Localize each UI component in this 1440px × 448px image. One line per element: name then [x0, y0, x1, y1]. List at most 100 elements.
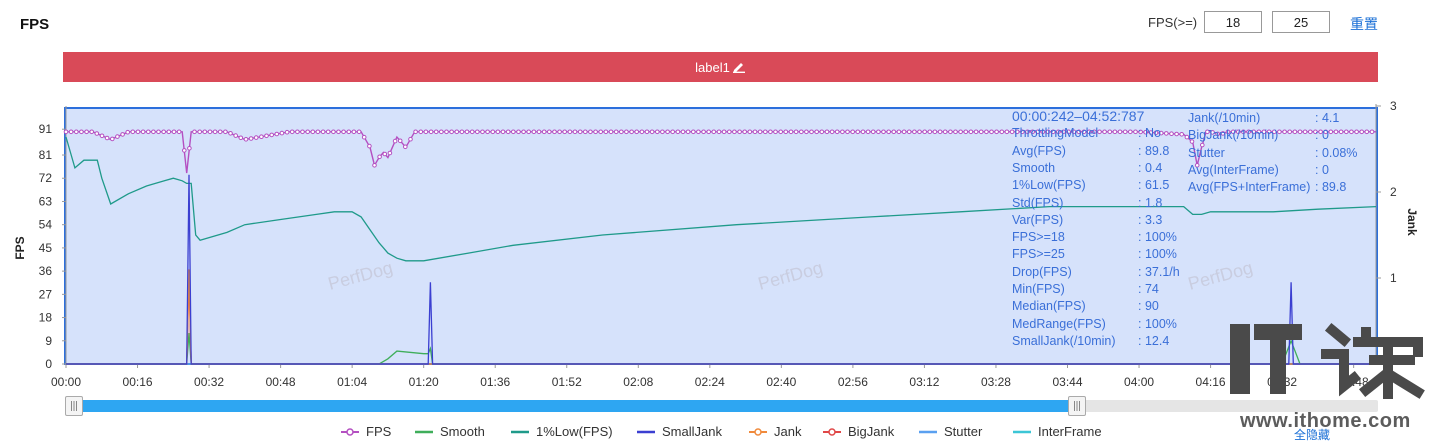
- hide-all-button[interactable]: 全隐藏: [1294, 428, 1331, 442]
- legend-label: 1%Low(FPS): [536, 424, 613, 439]
- label-bar[interactable]: label1: [63, 52, 1378, 82]
- fps-point: [392, 138, 398, 144]
- fps-point: [1313, 129, 1318, 135]
- y-tick-label: 91: [39, 122, 53, 136]
- x-tick-label: 00:32: [194, 375, 224, 389]
- y-tick-label: 36: [39, 264, 53, 278]
- fps-point: [963, 129, 969, 135]
- fps-point: [793, 129, 799, 135]
- legend-marker-icon: [919, 430, 937, 433]
- fps-point: [269, 132, 275, 138]
- fps-point: [1323, 129, 1328, 135]
- fps-point: [1117, 129, 1123, 135]
- stats-key: Min(FPS): [1012, 282, 1065, 296]
- legend-item-jank[interactable]: Jank: [748, 424, 801, 439]
- stats-value: : 100%: [1138, 316, 1177, 331]
- fps-point: [500, 129, 506, 135]
- fps-point: [115, 134, 120, 139]
- fps-point: [989, 129, 994, 135]
- fps-point: [757, 129, 763, 135]
- legend-item-smalljank[interactable]: SmallJank: [636, 424, 722, 439]
- legend-label: Stutter: [944, 424, 983, 439]
- stats-key: Var(FPS): [1012, 212, 1064, 227]
- fps-point: [778, 129, 784, 135]
- stats-key: Smooth: [1012, 160, 1056, 175]
- fps-point: [660, 129, 665, 135]
- fps-point: [701, 129, 706, 135]
- fps-point: [583, 129, 588, 135]
- fps-point: [644, 129, 650, 135]
- fps-point: [608, 129, 614, 135]
- stats-value: : 89.8: [1315, 180, 1347, 195]
- stats-row: FPS>=18: 100%: [1012, 229, 1177, 246]
- y-tick-label: 81: [39, 148, 53, 162]
- fps-threshold-low-input[interactable]: [1204, 11, 1262, 33]
- reset-button[interactable]: 重置: [1350, 16, 1378, 32]
- fps-point: [727, 129, 732, 135]
- fps-point: [289, 129, 295, 135]
- fps-point: [1272, 129, 1277, 135]
- fps-chart[interactable]: 0 9 18 27 36 45 54 63 72 81 91 1 2 3 FPS Jank 00:00 00:16…: [0, 0, 1440, 400]
- fps-point: [120, 132, 125, 137]
- legend-item-bigjank[interactable]: BigJank: [822, 424, 894, 439]
- fps-point: [598, 129, 604, 135]
- fps-point: [1128, 129, 1133, 135]
- stats-row: ThrottlingModel: No: [1012, 125, 1161, 142]
- x-tick-label: 03:28: [981, 375, 1011, 389]
- fps-point: [742, 129, 748, 135]
- stats-key: SmallJank(/10min): [1012, 333, 1116, 348]
- legend-item-smooth[interactable]: Smooth: [414, 424, 485, 439]
- fps-point: [948, 129, 953, 135]
- fps-point: [932, 129, 938, 135]
- fps-point: [351, 129, 357, 135]
- fps-point: [1256, 129, 1262, 135]
- fps-point: [865, 129, 871, 135]
- legend-item-fps[interactable]: FPS: [340, 424, 391, 439]
- slider-end-handle[interactable]: [1068, 396, 1086, 416]
- fps-point: [300, 129, 305, 135]
- legend-label: BigJank: [848, 424, 895, 439]
- pencil-icon[interactable]: [732, 59, 746, 76]
- stats-row: Median(FPS): 90: [1012, 298, 1159, 315]
- fps-point: [896, 129, 902, 135]
- fps-point: [182, 148, 187, 153]
- fps-point: [341, 129, 346, 135]
- stats-key: BigJank(/10min): [1188, 128, 1279, 143]
- time-range-slider[interactable]: [66, 400, 1378, 412]
- fps-point: [788, 129, 794, 135]
- fps-point: [454, 129, 460, 135]
- stats-key: FPS>=18: [1012, 230, 1065, 245]
- legend-item-stutter[interactable]: Stutter: [918, 424, 982, 439]
- fps-point: [1014, 129, 1020, 135]
- stats-row: BigJank(/10min): 0: [1188, 127, 1329, 144]
- fps-point: [891, 129, 897, 135]
- time-range-fill: [66, 400, 1076, 412]
- y2-axis-title: Jank: [1405, 208, 1419, 236]
- stats-row: 1%Low(FPS): 61.5: [1012, 177, 1169, 194]
- fps-point: [433, 129, 439, 135]
- fps-point: [146, 129, 151, 135]
- fps-point: [1225, 129, 1231, 135]
- fps-point: [655, 129, 660, 135]
- stats-value: : 90: [1138, 299, 1159, 314]
- fps-point: [1246, 129, 1251, 135]
- stats-key: Avg(FPS+InterFrame): [1188, 180, 1311, 195]
- stats-value: : 0: [1315, 162, 1329, 177]
- x-tick-label: 00:00: [51, 375, 81, 389]
- stats-value: : 3.3: [1138, 212, 1163, 227]
- fps-point: [459, 129, 465, 135]
- fps-point: [870, 129, 876, 135]
- fps-point: [850, 129, 856, 135]
- fps-point: [346, 129, 352, 135]
- fps-point: [675, 129, 681, 135]
- series-line-smooth: [66, 332, 1376, 365]
- legend-item-interframe[interactable]: InterFrame: [1012, 424, 1102, 439]
- fps-point: [649, 129, 655, 135]
- fps-point: [716, 129, 722, 135]
- slider-start-handle[interactable]: [65, 396, 83, 416]
- legend-item-1-low-fps[interactable]: 1%Low(FPS): [510, 424, 613, 439]
- fps-point: [1081, 129, 1087, 135]
- stats-key: Stutter: [1188, 145, 1225, 160]
- fps-point: [1164, 131, 1169, 136]
- fps-threshold-high-input[interactable]: [1272, 11, 1330, 33]
